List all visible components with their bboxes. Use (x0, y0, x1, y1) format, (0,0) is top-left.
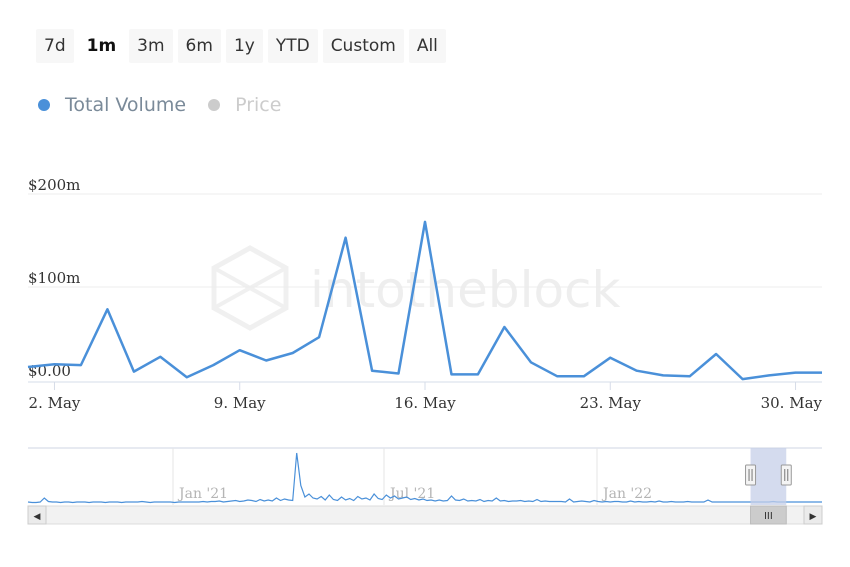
data-point[interactable] (128, 366, 140, 378)
y-tick-label: $200m (28, 176, 80, 194)
x-tick-label: 9. May (214, 394, 266, 412)
y-axis: $0.00$100m$200m (28, 176, 80, 380)
range-button-custom[interactable]: Custom (322, 29, 404, 63)
navigator[interactable]: Jan '21 Jul '21 Jan '22 ◀ ▶ III (27, 447, 823, 525)
x-tick-label: 2. May (29, 394, 81, 412)
series-total-volume (22, 216, 828, 385)
data-point[interactable] (816, 367, 828, 379)
watermark: intotheblock (211, 245, 621, 331)
data-point[interactable] (22, 361, 34, 373)
data-point[interactable] (790, 367, 802, 379)
total-volume-dot-icon (38, 99, 50, 111)
data-point[interactable] (181, 371, 193, 383)
data-point[interactable] (551, 370, 563, 382)
legend-item-price[interactable]: Price (208, 94, 281, 116)
data-point[interactable] (445, 368, 457, 380)
range-button-7d[interactable]: 7d (36, 29, 74, 63)
range-selector: 7d 1m 3m 6m 1y YTD Custom All (36, 29, 446, 63)
scroll-left-button[interactable]: ◀ (27, 505, 47, 525)
price-dot-icon (208, 99, 221, 111)
legend-label-price: Price (235, 94, 282, 116)
data-point[interactable] (207, 359, 219, 371)
navigator-background (28, 448, 822, 505)
navigator-left-handle[interactable] (745, 464, 757, 486)
legend-item-total-volume[interactable]: Total Volume (38, 94, 186, 116)
scroll-right-button[interactable]: ▶ (803, 505, 823, 525)
data-point[interactable] (260, 354, 272, 366)
x-tick-label: 23. May (580, 394, 642, 412)
data-point[interactable] (419, 216, 431, 228)
x-tick-label: 16. May (394, 394, 456, 412)
data-point[interactable] (710, 348, 722, 360)
x-tick-label: 30. May (761, 394, 823, 412)
data-point[interactable] (737, 373, 749, 385)
watermark-text: intotheblock (310, 261, 621, 319)
data-point[interactable] (631, 365, 643, 377)
navigator-scrollbar[interactable]: ◀ ▶ III (27, 505, 823, 525)
data-point[interactable] (763, 369, 775, 381)
scrollbar-thumb[interactable]: III (750, 505, 787, 525)
data-point[interactable] (604, 352, 616, 364)
data-point[interactable] (154, 351, 166, 363)
data-point[interactable] (393, 367, 405, 379)
chevron-left-icon: ◀ (34, 512, 41, 522)
y-tick-label: $100m (28, 269, 80, 287)
grip-icon: III (764, 511, 773, 522)
navigator-selection[interactable] (750, 448, 787, 505)
intotheblock-logo-icon (211, 245, 289, 331)
range-button-1y[interactable]: 1y (225, 29, 263, 63)
navigator-right-handle[interactable] (780, 464, 792, 486)
chart-legend: Total Volume Price (38, 94, 303, 116)
range-button-6m[interactable]: 6m (177, 29, 221, 63)
range-button-all[interactable]: All (408, 29, 446, 63)
data-point[interactable] (684, 370, 696, 382)
navigator-label: Jul '21 (388, 486, 435, 502)
data-point[interactable] (313, 331, 325, 343)
x-axis: 2. May 9. May 16. May 23. May 30. May (29, 382, 823, 412)
range-button-ytd[interactable]: YTD (267, 29, 318, 63)
data-point[interactable] (48, 358, 60, 370)
legend-label-total-volume: Total Volume (65, 94, 187, 116)
data-point[interactable] (101, 303, 113, 315)
data-point[interactable] (287, 347, 299, 359)
data-point[interactable] (340, 232, 352, 244)
range-button-3m[interactable]: 3m (129, 29, 173, 63)
total-volume-line (27, 220, 822, 381)
data-point[interactable] (75, 359, 87, 371)
data-point[interactable] (578, 370, 590, 382)
data-point[interactable] (498, 321, 510, 333)
data-point[interactable] (234, 344, 246, 356)
data-point[interactable] (472, 368, 484, 380)
navigator-series-line (27, 452, 822, 504)
chevron-right-icon: ▶ (810, 512, 817, 522)
range-button-1m[interactable]: 1m (86, 36, 117, 56)
data-point[interactable] (657, 369, 669, 381)
data-point[interactable] (366, 365, 378, 377)
data-point[interactable] (525, 356, 537, 368)
navigator-label: Jan '21 (177, 486, 228, 502)
navigator-label: Jan '22 (601, 486, 652, 502)
